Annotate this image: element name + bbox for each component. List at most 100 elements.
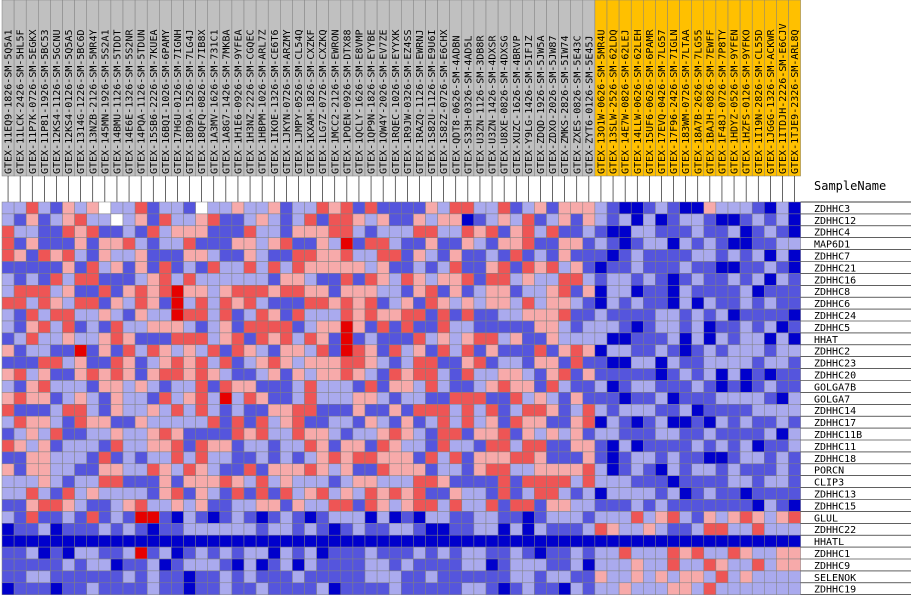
heatmap-cell xyxy=(715,296,729,310)
heatmap-cell xyxy=(195,415,208,429)
heatmap-cell xyxy=(219,261,233,274)
heatmap-cell xyxy=(122,356,136,369)
heatmap-cell xyxy=(219,534,233,548)
heatmap-cell xyxy=(679,332,692,346)
heatmap-cell xyxy=(267,523,281,536)
heatmap-cell xyxy=(86,582,100,595)
heatmap-cell xyxy=(50,285,63,298)
heatmap-cell xyxy=(485,261,499,274)
heatmap-cell xyxy=(183,475,196,488)
heatmap-cell xyxy=(86,201,100,215)
heatmap-cell xyxy=(13,296,27,310)
heatmap-cell xyxy=(207,511,221,524)
heatmap-cell xyxy=(691,308,705,322)
heatmap-cell xyxy=(195,570,208,584)
heatmap-cell xyxy=(485,237,499,250)
heatmap-cell xyxy=(183,523,196,536)
heatmap-cell xyxy=(594,285,608,298)
heatmap-cell xyxy=(219,201,233,215)
heatmap-cell xyxy=(13,320,27,334)
heatmap-cell xyxy=(267,308,281,322)
heatmap-cell xyxy=(146,273,160,286)
heatmap-cell xyxy=(461,225,475,238)
heatmap-cell xyxy=(715,404,729,417)
heatmap-cell xyxy=(231,249,245,262)
column-label: GTEX-S33H-0326-SM-4AD5L xyxy=(463,36,474,174)
heatmap-cell xyxy=(570,439,584,453)
heatmap-cell xyxy=(691,368,705,381)
heatmap-cell xyxy=(558,261,571,274)
heatmap-cell xyxy=(425,415,438,429)
heatmap-cell xyxy=(739,546,753,560)
heatmap-cell xyxy=(679,320,692,334)
heatmap-cell xyxy=(473,201,487,215)
heatmap-cell xyxy=(25,273,39,286)
heatmap-cell xyxy=(122,404,136,417)
heatmap-cell xyxy=(643,499,656,512)
heatmap-cell xyxy=(739,308,753,322)
heatmap-cell xyxy=(146,201,160,215)
heatmap-cell xyxy=(231,308,245,322)
heatmap-cell xyxy=(171,368,184,381)
heatmap-cell xyxy=(485,570,499,584)
heatmap-cell xyxy=(401,285,414,298)
heatmap-cell xyxy=(146,582,160,595)
heatmap-cell xyxy=(558,249,571,262)
heatmap-cell xyxy=(207,487,221,500)
heatmap-cell xyxy=(594,451,608,465)
heatmap-cell xyxy=(50,463,63,476)
heatmap-cell xyxy=(364,273,378,286)
heatmap-cell xyxy=(594,475,608,488)
heatmap-cell xyxy=(255,380,269,393)
heatmap-cell xyxy=(38,213,51,227)
heatmap-cell xyxy=(764,308,777,322)
heatmap-cell xyxy=(316,201,329,215)
heatmap-cell xyxy=(122,475,136,488)
heatmap-cell xyxy=(110,475,124,488)
heatmap-cell xyxy=(739,523,753,536)
heatmap-cell xyxy=(594,558,608,572)
heatmap-cell xyxy=(134,570,148,584)
heatmap-cell xyxy=(388,463,402,476)
heatmap-cell xyxy=(618,356,632,369)
heatmap-cell xyxy=(25,463,39,476)
heatmap-cell xyxy=(764,261,777,274)
heatmap-cell xyxy=(776,534,789,548)
heatmap-cell xyxy=(788,273,801,286)
heatmap-cell xyxy=(764,415,777,429)
heatmap-cell xyxy=(437,368,450,381)
heatmap-cell xyxy=(618,558,632,572)
heatmap-cell xyxy=(413,487,426,500)
heatmap-cell xyxy=(74,332,87,346)
heatmap-cell xyxy=(74,546,87,560)
heatmap-cell xyxy=(280,308,293,322)
column-label: GTEX-18D9A-1526-SM-7LG4J xyxy=(185,30,196,174)
heatmap-cell xyxy=(231,511,245,524)
heatmap-cell xyxy=(340,285,354,298)
heatmap-cell xyxy=(764,451,777,465)
heatmap-cell xyxy=(643,201,656,215)
heatmap-cell xyxy=(280,546,293,560)
heatmap-cell xyxy=(25,261,39,274)
heatmap-cell xyxy=(751,237,765,250)
heatmap-cell xyxy=(485,511,499,524)
heatmap-cell xyxy=(159,225,172,238)
heatmap-cell xyxy=(328,427,342,441)
heatmap-cell xyxy=(437,499,450,512)
row-label: ZDHHC19 xyxy=(814,585,856,596)
heatmap-cell xyxy=(267,201,281,215)
heatmap-cell xyxy=(522,475,535,488)
heatmap-cell xyxy=(764,320,777,334)
heatmap-cell xyxy=(340,320,354,334)
heatmap-cell xyxy=(1,356,15,369)
heatmap-cell xyxy=(449,225,463,238)
row-label: ZDHHC7 xyxy=(814,252,850,263)
heatmap-cell xyxy=(582,213,596,227)
heatmap-cell xyxy=(461,332,475,346)
heatmap-cell xyxy=(788,463,801,476)
heatmap-cell xyxy=(231,487,245,500)
heatmap-cell xyxy=(546,380,559,393)
heatmap-cell xyxy=(473,463,487,476)
heatmap-cell xyxy=(304,534,317,548)
heatmap-cell xyxy=(110,261,124,274)
